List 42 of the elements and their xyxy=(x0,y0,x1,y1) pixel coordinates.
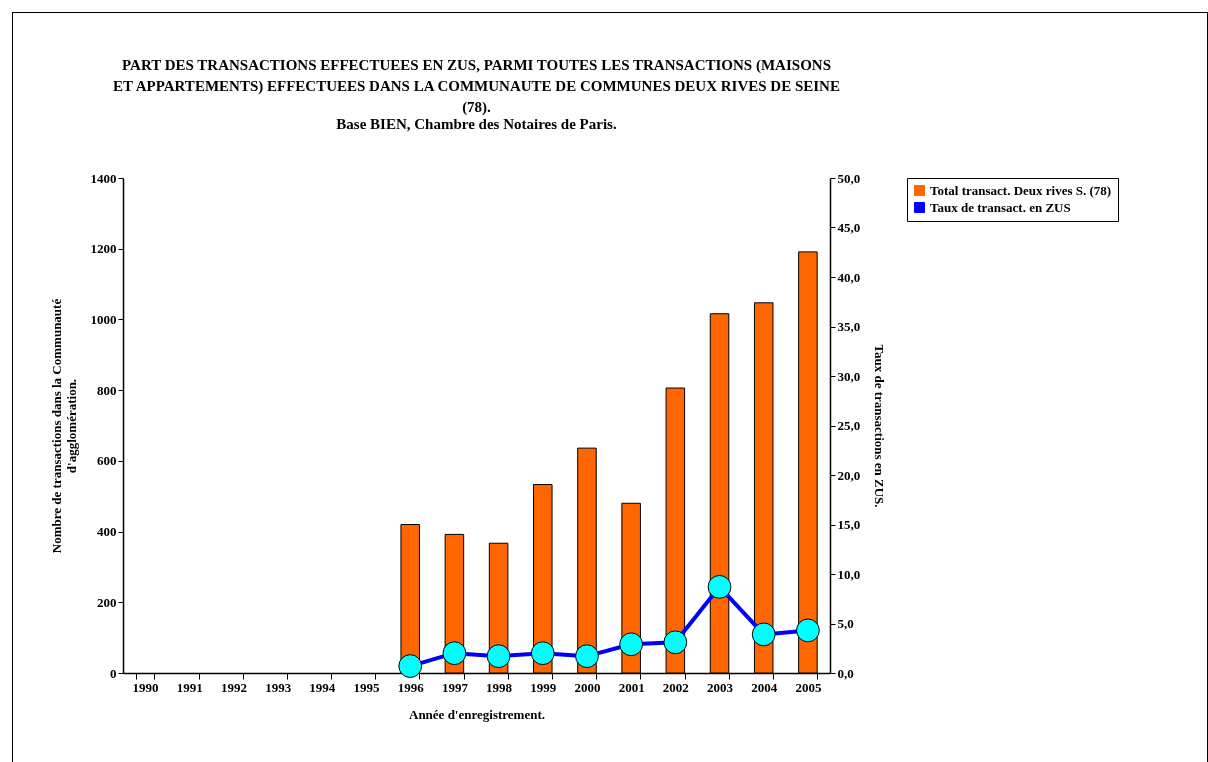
x-tick-label: 1997 xyxy=(441,679,469,695)
y-tick-label: 800 xyxy=(97,382,117,398)
y-tick-label: 400 xyxy=(97,524,117,540)
x-tick-label: 2005 xyxy=(795,679,822,695)
chart-subtitle: Base BIEN, Chambre des Notaires de Paris. xyxy=(336,116,617,132)
y-axis-title: Nombre de transactions dans la Communauté d'agglomération. xyxy=(48,298,79,554)
y2-tick-label: 40,0 xyxy=(837,269,861,285)
y-tick-label: 1400 xyxy=(90,170,117,186)
y-tick-label: 200 xyxy=(97,594,117,610)
x-tick-label: 1998 xyxy=(486,679,513,695)
x-tick-label: 2003 xyxy=(707,679,734,695)
x-tick-label: 1995 xyxy=(353,679,381,695)
y2-tick-label: 30,0 xyxy=(837,368,861,384)
y-tick-label: 0 xyxy=(110,665,117,681)
x-axis-title: Année d'enregistrement. xyxy=(409,706,545,722)
y2-axis-title: Taux de transactions en ZUS. xyxy=(872,344,888,508)
y-tick-label: 1000 xyxy=(90,311,117,327)
x-tick-label: 2002 xyxy=(662,679,689,695)
y2-tick-label: 10,0 xyxy=(837,566,861,582)
y-tick-label: 1200 xyxy=(90,241,117,257)
x-tick-label: 1992 xyxy=(220,679,247,695)
x-tick-label: 1993 xyxy=(265,679,292,695)
x-tick-label: 2000 xyxy=(574,679,601,695)
x-tick-label: 1996 xyxy=(397,679,425,695)
x-tick-label: 1991 xyxy=(176,679,203,695)
chart-title: PART DES TRANSACTIONS EFFECTUEES EN ZUS, PARMI TOUTES LES TRANSACTIONS (MAISONS ET APPARTEMENTS) EFFECTUEES DANS LA COMMUNAUTE DE COMMUNES DEUX RIVES DE SEINE (78). xyxy=(113,57,840,116)
y2-tick-label: 0,0 xyxy=(837,665,854,681)
x-tick-label: 1999 xyxy=(530,679,557,695)
y2-tick-label: 35,0 xyxy=(837,319,861,334)
legend-label: Taux de transact. en ZUS xyxy=(930,199,1071,215)
y2-tick-label: 25,0 xyxy=(837,418,861,433)
x-tick-label: 1990 xyxy=(132,679,159,695)
y2-tick-label: 45,0 xyxy=(837,220,861,235)
y-tick-label: 600 xyxy=(97,453,117,469)
y2-tick-label: 15,0 xyxy=(837,517,861,532)
x-tick-label: 2004 xyxy=(751,679,778,695)
y2-tick-label: 50,0 xyxy=(837,170,861,186)
x-tick-label: 1994 xyxy=(309,679,336,695)
y2-tick-label: 20,0 xyxy=(837,467,861,483)
y2-tick-label: 5,0 xyxy=(837,616,854,631)
legend-label: Total transact. Deux rives S. (78) xyxy=(930,182,1112,198)
x-tick-label: 2001 xyxy=(618,679,645,695)
